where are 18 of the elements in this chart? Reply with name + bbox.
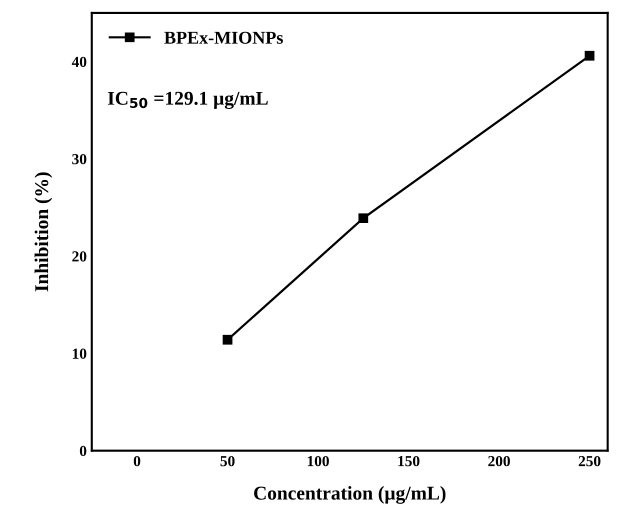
x-tick-label: 150: [398, 456, 420, 466]
legend-label: BPEx-MIONPs: [164, 32, 283, 44]
x-tick-label: 0: [134, 456, 140, 466]
annotation: IC$_{50}$ =129.1 µg/mL: [108, 92, 268, 109]
point: [222, 334, 232, 345]
x-tick-label: 250: [578, 456, 600, 466]
y-tick-label: 40: [72, 56, 86, 68]
y-tick-label: 0: [80, 446, 86, 456]
y-tick-label: 20: [72, 251, 86, 262]
point: [358, 213, 368, 224]
x-tick-label: 50: [220, 456, 235, 466]
x-tick-label: 200: [488, 456, 510, 466]
x-tick-label: 100: [308, 456, 329, 466]
point: [584, 50, 594, 61]
y-axis-title: Inhibition (%): [34, 172, 52, 292]
y-tick-label: 10: [72, 348, 86, 359]
y-tick-label: 30: [72, 154, 86, 164]
x-axis-title: Concentration (µg/mL): [254, 486, 446, 504]
